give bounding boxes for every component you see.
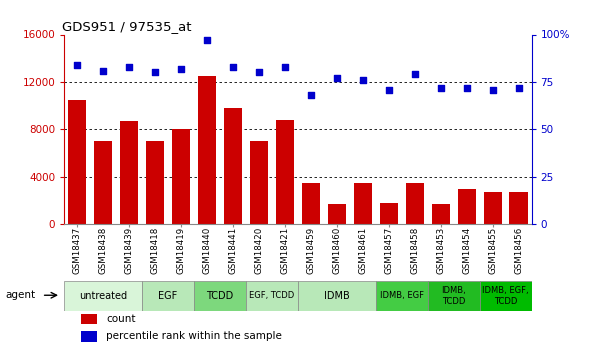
Point <box>462 85 472 90</box>
Text: GSM18454: GSM18454 <box>462 227 471 274</box>
Point <box>436 85 445 90</box>
Text: GSM18420: GSM18420 <box>254 227 263 274</box>
Text: EGF: EGF <box>158 291 178 301</box>
Point <box>72 62 82 68</box>
Bar <box>68 100 86 224</box>
Bar <box>302 183 320 224</box>
Text: percentile rank within the sample: percentile rank within the sample <box>106 332 282 341</box>
Text: GSM18438: GSM18438 <box>98 227 108 274</box>
Bar <box>431 204 450 224</box>
Point <box>280 64 290 70</box>
Text: count: count <box>106 314 136 324</box>
Point <box>176 66 186 71</box>
Text: IDMB,
TCDD: IDMB, TCDD <box>441 286 466 306</box>
Point <box>124 64 134 70</box>
Bar <box>376 281 428 310</box>
Point <box>228 64 238 70</box>
Point <box>384 87 393 92</box>
Bar <box>354 183 372 224</box>
Bar <box>250 141 268 224</box>
Point <box>150 70 160 75</box>
Bar <box>379 203 398 224</box>
Bar <box>276 120 294 224</box>
Text: agent: agent <box>5 290 35 300</box>
Bar <box>510 192 528 224</box>
Text: GSM18457: GSM18457 <box>384 227 393 274</box>
Text: GSM18421: GSM18421 <box>280 227 290 274</box>
Bar <box>120 121 138 224</box>
Bar <box>94 141 112 224</box>
Bar <box>172 129 190 224</box>
Text: TCDD: TCDD <box>207 291 233 301</box>
Text: GDS951 / 97535_at: GDS951 / 97535_at <box>62 20 191 33</box>
Bar <box>327 204 346 224</box>
Bar <box>246 281 298 310</box>
Bar <box>81 331 97 342</box>
Text: IDMB, EGF,
TCDD: IDMB, EGF, TCDD <box>482 286 529 306</box>
Text: GSM18458: GSM18458 <box>410 227 419 274</box>
Bar <box>458 189 476 224</box>
Text: GSM18461: GSM18461 <box>358 227 367 274</box>
Bar <box>198 76 216 224</box>
Text: GSM18456: GSM18456 <box>514 227 523 274</box>
Text: IDMB, EGF: IDMB, EGF <box>379 291 424 300</box>
Text: GSM18453: GSM18453 <box>436 227 445 274</box>
Point <box>410 72 420 77</box>
Bar <box>428 281 480 310</box>
Bar <box>64 281 142 310</box>
Bar <box>81 314 97 324</box>
Point <box>488 87 497 92</box>
Text: EGF, TCDD: EGF, TCDD <box>249 291 295 300</box>
Bar <box>146 141 164 224</box>
Point <box>332 76 342 81</box>
Bar <box>142 281 194 310</box>
Bar <box>224 108 242 224</box>
Text: untreated: untreated <box>79 291 127 301</box>
Text: GSM18460: GSM18460 <box>332 227 342 274</box>
Point <box>254 70 264 75</box>
Text: GSM18418: GSM18418 <box>150 227 159 274</box>
Text: IDMB: IDMB <box>324 291 349 301</box>
Text: GSM18437: GSM18437 <box>73 227 82 274</box>
Bar <box>194 281 246 310</box>
Point <box>306 92 316 98</box>
Text: GSM18439: GSM18439 <box>125 227 134 274</box>
Bar <box>483 192 502 224</box>
Point <box>358 77 368 83</box>
Point <box>514 85 524 90</box>
Bar <box>298 281 376 310</box>
Text: GSM18419: GSM18419 <box>177 227 186 274</box>
Point <box>98 68 108 73</box>
Text: GSM18459: GSM18459 <box>306 227 315 274</box>
Text: GSM18441: GSM18441 <box>229 227 238 274</box>
Point <box>202 37 212 43</box>
Bar <box>406 183 424 224</box>
Text: GSM18440: GSM18440 <box>202 227 211 274</box>
Bar <box>480 281 532 310</box>
Text: GSM18455: GSM18455 <box>488 227 497 274</box>
